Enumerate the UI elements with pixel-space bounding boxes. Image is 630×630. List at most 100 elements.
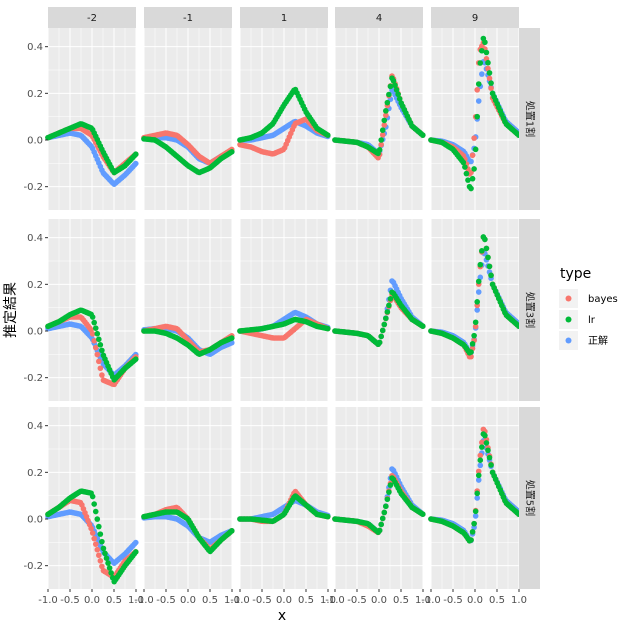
data-point bbox=[486, 70, 493, 76]
x-tick-label: 0.5 bbox=[393, 595, 409, 606]
data-point bbox=[89, 331, 96, 337]
column-strip-label: 4 bbox=[376, 13, 382, 24]
row-strip bbox=[519, 407, 540, 589]
x-tick-label: 0.0 bbox=[371, 595, 387, 606]
column-strip bbox=[335, 7, 423, 28]
legend-marker bbox=[565, 316, 572, 323]
data-point bbox=[387, 83, 394, 90]
column-strip-label: -2 bbox=[87, 13, 97, 24]
data-point bbox=[465, 177, 471, 183]
data-point bbox=[471, 520, 477, 527]
data-points bbox=[45, 35, 522, 585]
data-point bbox=[132, 356, 139, 362]
column-strip bbox=[48, 7, 136, 28]
data-point bbox=[475, 278, 482, 285]
data-point bbox=[91, 501, 97, 507]
column-strip bbox=[240, 7, 328, 28]
data-point bbox=[471, 332, 477, 339]
data-point bbox=[94, 330, 101, 337]
data-point bbox=[96, 523, 102, 530]
x-tick-label: 0.0 bbox=[180, 595, 196, 606]
data-point bbox=[419, 511, 426, 517]
data-point bbox=[91, 338, 97, 344]
data-point bbox=[132, 151, 139, 158]
data-point bbox=[477, 457, 484, 464]
data-point bbox=[393, 87, 400, 93]
x-tick-label: 1.0 bbox=[415, 595, 431, 606]
panel-処置5割-1 bbox=[239, 407, 329, 589]
data-point bbox=[228, 335, 235, 341]
data-point bbox=[485, 254, 491, 261]
panels-layer bbox=[45, 28, 522, 589]
data-point bbox=[89, 530, 96, 536]
data-point bbox=[92, 344, 99, 351]
data-point bbox=[479, 439, 485, 446]
data-point bbox=[482, 432, 488, 439]
data-point bbox=[106, 565, 113, 571]
data-point bbox=[488, 85, 494, 91]
data-point bbox=[383, 315, 389, 322]
x-tick-label: -0.5 bbox=[156, 595, 176, 606]
data-point bbox=[386, 91, 392, 98]
data-point bbox=[381, 509, 388, 516]
data-point bbox=[97, 531, 104, 537]
axes-layer: -0.2 0.0 0.2 0.4 -0.2 0.0 0.2 0.4 -0.2 0.0 0.2 0.4 -… bbox=[23, 42, 526, 606]
data-point bbox=[474, 307, 481, 313]
x-tick-label: 0.0 bbox=[467, 595, 483, 606]
x-tick-label: 1.0 bbox=[128, 595, 144, 606]
data-point bbox=[379, 515, 386, 522]
x-tick-label: 1.0 bbox=[320, 595, 336, 606]
data-point bbox=[396, 96, 403, 102]
data-point bbox=[395, 91, 401, 98]
data-point bbox=[324, 513, 331, 520]
data-point bbox=[97, 365, 104, 372]
data-point bbox=[103, 555, 110, 561]
y-tick-label: 0.0 bbox=[27, 515, 43, 526]
y-tick-label: -0.2 bbox=[23, 373, 43, 384]
column-strip bbox=[431, 7, 519, 28]
row-strip-label: 処置3割 bbox=[524, 292, 537, 328]
x-tick-label: 0.5 bbox=[106, 595, 122, 606]
row-strip bbox=[519, 28, 540, 210]
data-point bbox=[99, 538, 105, 545]
data-point bbox=[132, 539, 139, 546]
data-point bbox=[132, 160, 139, 167]
data-point bbox=[474, 87, 481, 93]
data-point bbox=[475, 472, 482, 479]
data-point bbox=[472, 513, 479, 519]
legend-title: type bbox=[560, 266, 591, 282]
data-point bbox=[485, 59, 491, 66]
data-point bbox=[381, 117, 388, 124]
y-axis-label: 推定結果 bbox=[3, 282, 19, 338]
data-point bbox=[105, 560, 111, 566]
data-point bbox=[477, 452, 484, 459]
data-point bbox=[100, 545, 107, 552]
legend-label: lr bbox=[588, 315, 596, 326]
data-point bbox=[376, 527, 383, 534]
panel-処置5割--1 bbox=[143, 407, 233, 589]
legend-marker bbox=[565, 337, 572, 344]
data-point bbox=[474, 495, 481, 501]
data-point bbox=[96, 336, 102, 343]
data-point bbox=[99, 347, 105, 354]
x-tick-label: -1.0 bbox=[325, 595, 345, 606]
data-point bbox=[468, 185, 474, 192]
data-point bbox=[132, 549, 139, 555]
data-point bbox=[228, 528, 235, 534]
data-point bbox=[96, 552, 102, 559]
data-point bbox=[89, 493, 96, 500]
y-tick-label: 0.0 bbox=[27, 327, 43, 338]
data-point bbox=[482, 236, 488, 243]
data-point bbox=[469, 175, 476, 182]
x-tick-label: 0.5 bbox=[202, 595, 218, 606]
data-point bbox=[96, 358, 102, 365]
x-tick-label: 1.0 bbox=[511, 595, 527, 606]
panel-処置1割-1 bbox=[239, 28, 329, 210]
data-point bbox=[419, 323, 426, 329]
data-point bbox=[485, 65, 491, 72]
data-point bbox=[379, 127, 386, 133]
data-point bbox=[92, 508, 99, 515]
data-point bbox=[102, 550, 108, 557]
panel-処置1割--1 bbox=[143, 28, 233, 210]
